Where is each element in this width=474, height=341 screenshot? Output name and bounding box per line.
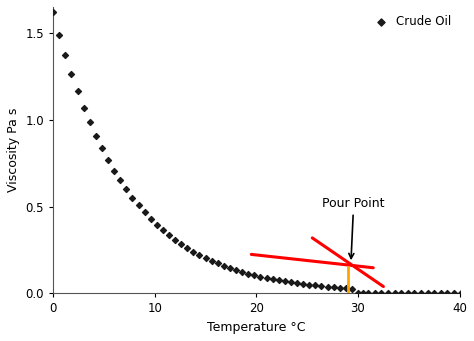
Crude Oil [371, 290, 379, 295]
Crude Oil [263, 275, 270, 281]
Crude Oil [208, 258, 216, 264]
Crude Oil [354, 290, 362, 295]
Crude Oil [300, 281, 307, 287]
Crude Oil [86, 120, 93, 125]
Crude Oil [110, 168, 118, 173]
Crude Oil [190, 249, 197, 254]
Crude Oil [437, 290, 445, 295]
Crude Oil [359, 290, 367, 295]
Crude Oil [293, 281, 301, 286]
Crude Oil [251, 272, 258, 278]
Crude Oil [177, 241, 185, 247]
Crude Oil [348, 286, 356, 291]
Crude Oil [391, 290, 398, 295]
Crude Oil [128, 195, 136, 200]
Text: Pour Point: Pour Point [322, 197, 385, 258]
Crude Oil [417, 290, 425, 295]
Crude Oil [245, 271, 252, 276]
Crude Oil [104, 157, 112, 163]
Legend: Crude Oil: Crude Oil [366, 13, 454, 31]
Crude Oil [324, 284, 331, 290]
Crude Oil [74, 89, 82, 94]
Crude Oil [287, 280, 295, 285]
Crude Oil [122, 187, 130, 192]
Crude Oil [238, 269, 246, 275]
Crude Oil [98, 146, 106, 151]
Crude Oil [444, 290, 451, 295]
Crude Oil [153, 222, 161, 227]
Crude Oil [135, 203, 142, 208]
Crude Oil [80, 105, 87, 110]
Crude Oil [220, 263, 228, 268]
Crude Oil [281, 279, 289, 284]
Crude Oil [62, 53, 69, 58]
Crude Oil [450, 290, 458, 295]
Crude Oil [330, 284, 337, 290]
Crude Oil [202, 255, 210, 261]
Crude Oil [214, 261, 221, 266]
Crude Oil [430, 290, 438, 295]
Crude Oil [378, 290, 385, 295]
Crude Oil [117, 178, 124, 183]
X-axis label: Temperature °C: Temperature °C [207, 321, 306, 334]
Crude Oil [196, 252, 203, 258]
Crude Oil [171, 237, 179, 242]
Crude Oil [92, 133, 100, 139]
Crude Oil [183, 245, 191, 251]
Crude Oil [165, 233, 173, 238]
Crude Oil [256, 274, 264, 279]
Crude Oil [365, 290, 372, 295]
Crude Oil [275, 278, 283, 283]
Crude Oil [311, 283, 319, 288]
Crude Oil [318, 283, 325, 289]
Crude Oil [147, 216, 155, 221]
Crude Oil [141, 209, 148, 215]
Crude Oil [457, 290, 465, 295]
Crude Oil [397, 290, 405, 295]
Crude Oil [159, 227, 167, 233]
Crude Oil [269, 277, 276, 282]
Crude Oil [336, 285, 344, 291]
Crude Oil [49, 10, 57, 15]
Crude Oil [305, 282, 313, 287]
Crude Oil [68, 71, 75, 77]
Crude Oil [55, 32, 63, 37]
Y-axis label: Viscosity Pa s: Viscosity Pa s [7, 108, 20, 192]
Crude Oil [424, 290, 431, 295]
Crude Oil [342, 285, 350, 291]
Crude Oil [232, 267, 240, 273]
Crude Oil [410, 290, 418, 295]
Crude Oil [404, 290, 411, 295]
Crude Oil [384, 290, 392, 295]
Crude Oil [226, 265, 234, 271]
